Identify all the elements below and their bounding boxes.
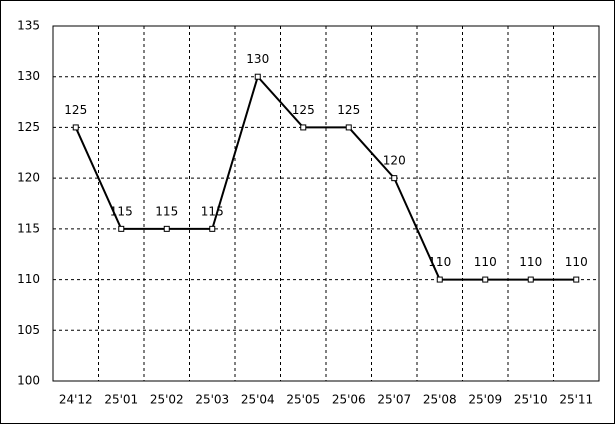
x-tick-label: 25'08: [423, 393, 457, 407]
data-label: 125: [64, 103, 87, 117]
data-label: 110: [519, 255, 542, 269]
line: [74, 74, 577, 281]
data-label: 110: [565, 255, 588, 269]
data-label: 110: [428, 255, 451, 269]
marker: [163, 225, 170, 232]
marker: [72, 124, 79, 131]
marker: [527, 276, 534, 283]
x-tick-label: 25'06: [332, 393, 366, 407]
x-tick-label: 25'02: [150, 393, 184, 407]
x-tick-label: 25'05: [286, 393, 320, 407]
data-label: 125: [337, 103, 360, 117]
x-tick-label: 25'07: [377, 393, 411, 407]
data-label: 110: [474, 255, 497, 269]
marker: [254, 73, 261, 80]
y-tick-label: 125: [17, 120, 40, 134]
x-tick-label: 25'10: [514, 393, 548, 407]
data-label: 115: [155, 204, 178, 218]
marker: [118, 225, 125, 232]
data-label: 125: [292, 103, 315, 117]
data-label: 115: [110, 204, 133, 218]
marker: [436, 276, 443, 283]
y-tick-label: 110: [17, 272, 40, 286]
x-tick-label: 25'03: [195, 393, 229, 407]
marker: [300, 124, 307, 131]
marker: [345, 124, 352, 131]
marker: [482, 276, 489, 283]
y-tick-label: 120: [17, 171, 40, 185]
y-tick-label: 135: [17, 19, 40, 33]
data-label: 120: [383, 154, 406, 168]
marker: [209, 225, 216, 232]
x-tick-label: 25'11: [559, 393, 593, 407]
y-tick-label: 105: [17, 323, 40, 337]
y-tick-label: 130: [17, 69, 40, 83]
marker: [391, 175, 398, 182]
marker: [573, 276, 580, 283]
x-tick-label: 24'12: [59, 393, 93, 407]
x-tick-label: 25'01: [104, 393, 138, 407]
x-tick-label: 25'04: [241, 393, 275, 407]
data-label: 115: [201, 204, 224, 218]
y-tick-label: 100: [17, 374, 40, 388]
plot-area: [52, 25, 600, 382]
x-tick-label: 25'09: [468, 393, 502, 407]
y-tick-label: 115: [17, 221, 40, 235]
data-label: 130: [246, 52, 269, 66]
